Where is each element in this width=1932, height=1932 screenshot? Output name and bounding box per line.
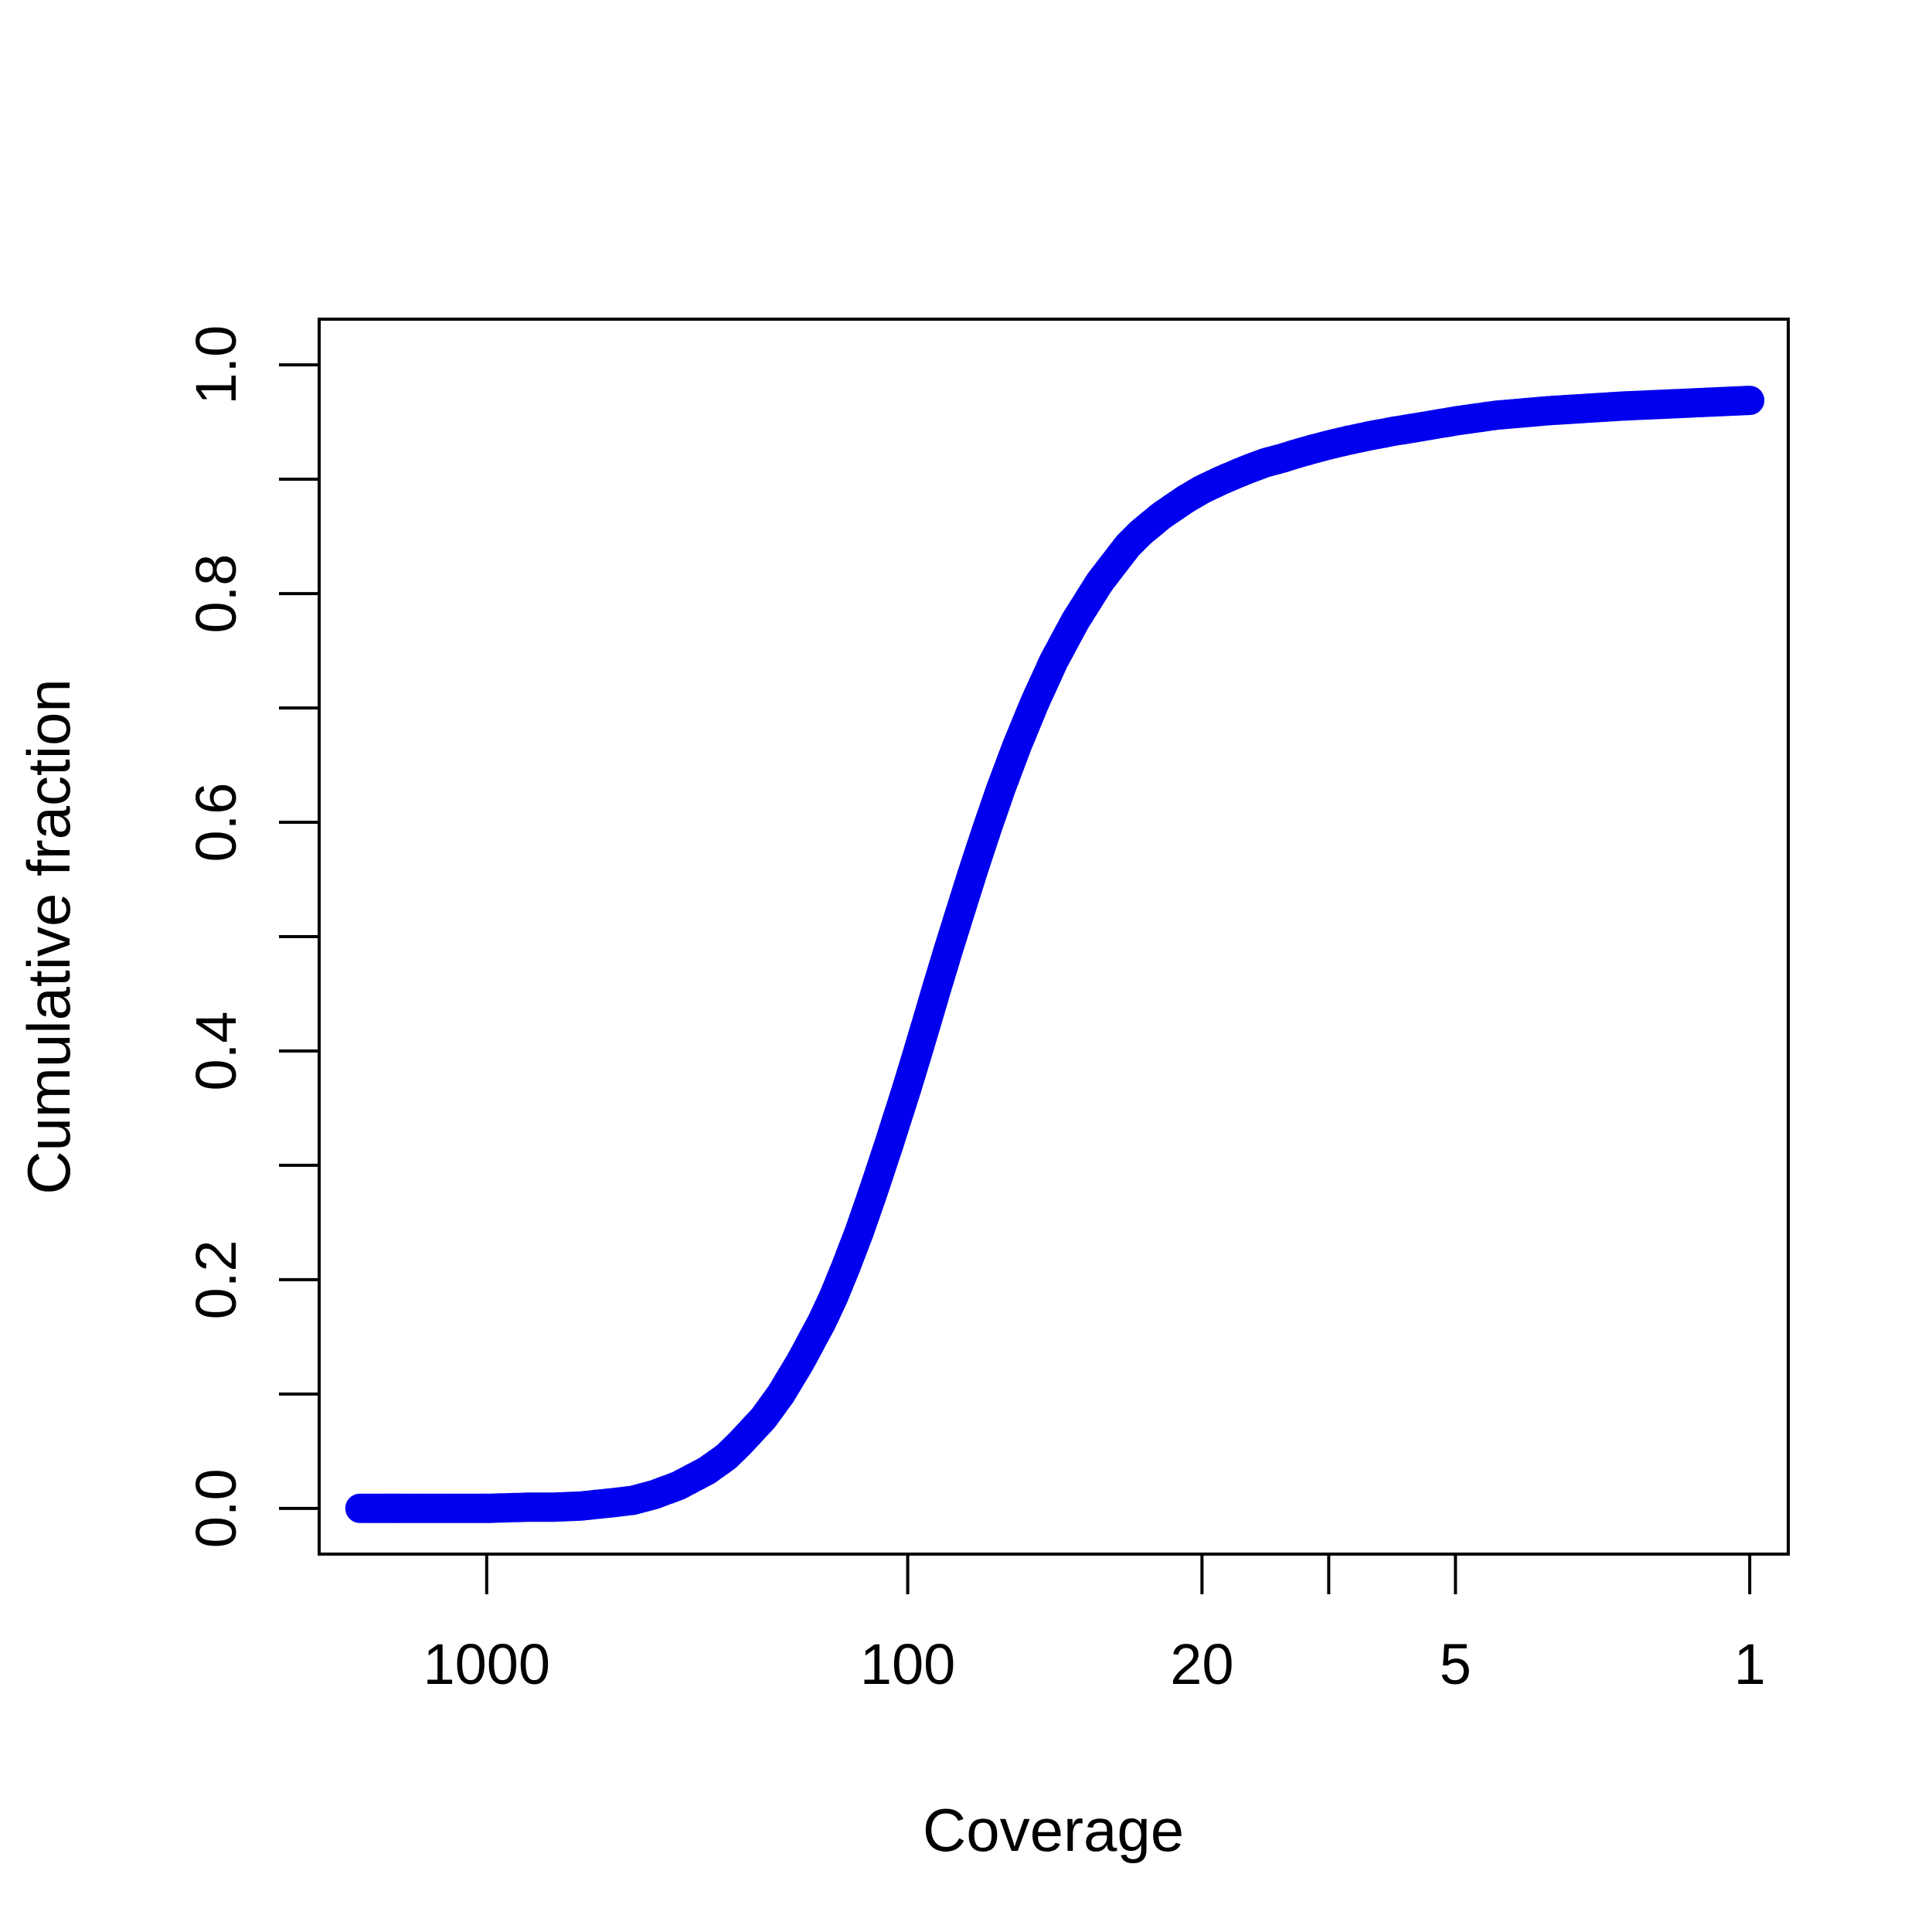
y-tick-label: 0.4 (184, 1012, 248, 1091)
x-tick-label: 20 (1170, 1632, 1233, 1696)
x-tick-label: 1000 (423, 1632, 550, 1696)
y-tick-label: 0.2 (184, 1240, 248, 1319)
data-point (1735, 386, 1765, 416)
y-axis-title: Cumulative fraction (15, 679, 83, 1195)
x-tick-label: 100 (860, 1632, 955, 1696)
points-layer (345, 386, 1765, 1523)
y-tick-label: 0.0 (184, 1468, 248, 1548)
y-tick-label: 0.8 (184, 554, 248, 634)
x-axis-title: Coverage (923, 1796, 1184, 1864)
x-tick-label: 5 (1440, 1632, 1471, 1696)
y-tick-label: 1.0 (184, 325, 248, 405)
x-tick-label: 1 (1734, 1632, 1766, 1696)
y-axis: 0.0 0.2 0.4 0.6 0.8 1.0 (184, 325, 319, 1548)
y-tick-label: 0.6 (184, 783, 248, 862)
x-axis: 1000 100 20 5 1 (423, 1554, 1766, 1696)
